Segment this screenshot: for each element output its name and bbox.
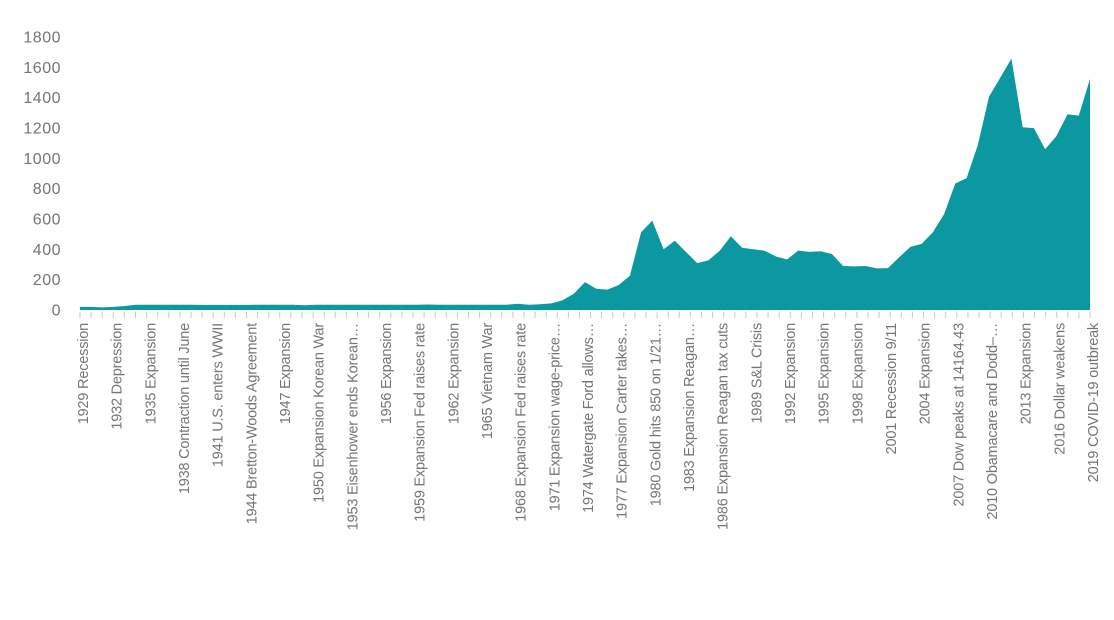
x-axis-label: 2004 Expansion	[918, 323, 934, 424]
area-series	[80, 58, 1090, 310]
x-axis-label: 1965 Vietnam War	[480, 323, 496, 439]
y-axis-label: 800	[33, 181, 61, 198]
y-axis-label: 0	[52, 303, 61, 320]
x-axis-label: 1929 Recession	[76, 323, 92, 424]
y-axis-label: 1600	[23, 60, 61, 77]
y-axis-label: 600	[33, 212, 61, 229]
x-axis-label: 1956 Expansion	[379, 323, 395, 424]
x-axis-label: 2010 Obamacare and Dodd–…	[985, 323, 1001, 520]
x-axis-label: 1938 Contraction until June	[177, 323, 193, 494]
x-axis-ticks	[79, 311, 1091, 318]
x-axis-label: 1998 Expansion	[850, 323, 866, 424]
x-axis-label: 1971 Expansion wage-price…	[547, 323, 563, 511]
x-axis-label: 1953 Eisenhower ends Korean…	[345, 323, 361, 530]
x-axis-label: 1950 Expansion Korean War	[312, 323, 328, 503]
x-axis-label: 1941 U.S. enters WWII	[211, 323, 227, 467]
y-axis-label: 200	[33, 272, 61, 289]
x-axis-label: 1995 Expansion	[817, 323, 833, 424]
y-axis-label: 1800	[23, 30, 61, 47]
x-axis-label: 2001 Recession 9/11	[884, 323, 900, 454]
x-axis-label: 2007 Dow peaks at 14164.43	[951, 323, 967, 507]
x-axis-label: 2016 Dollar weakens	[1052, 323, 1068, 455]
x-axis-label: 1932 Depression	[110, 323, 126, 430]
x-axis-label: 1935 Expansion	[143, 323, 159, 424]
y-axis-label: 1400	[23, 90, 61, 107]
x-axis-label: 2019 COVID-19 outbreak	[1086, 322, 1102, 482]
x-axis-label: 1974 Watergate Ford allows…	[581, 323, 597, 513]
x-axis-label: 1977 Expansion Carter takes…	[615, 323, 631, 519]
y-axis-label: 1200	[23, 121, 61, 138]
x-axis-label: 1947 Expansion	[278, 323, 294, 424]
x-axis-label: 1968 Expansion Fed raises rate	[514, 323, 530, 522]
y-axis-label: 1000	[23, 151, 61, 168]
x-axis-label: 1983 Expansion Reagan…	[682, 323, 698, 492]
x-axis-label: 1962 Expansion	[446, 323, 462, 424]
x-axis-label: 1992 Expansion	[783, 323, 799, 424]
x-axis-label: 1989 S&L Crisis	[749, 323, 765, 423]
x-axis-label: 1959 Expansion Fed raises rate	[413, 323, 429, 522]
x-axis-label: 1986 Expansion Reagan tax cuts	[716, 323, 732, 530]
x-axis-label: 2013 Expansion	[1019, 323, 1035, 424]
x-axis-label: 1980 Gold hits 850 on 1/21…	[648, 323, 664, 506]
y-axis-label: 400	[33, 242, 61, 259]
x-axis-label: 1944 Bretton-Woods Agreement	[244, 323, 260, 524]
